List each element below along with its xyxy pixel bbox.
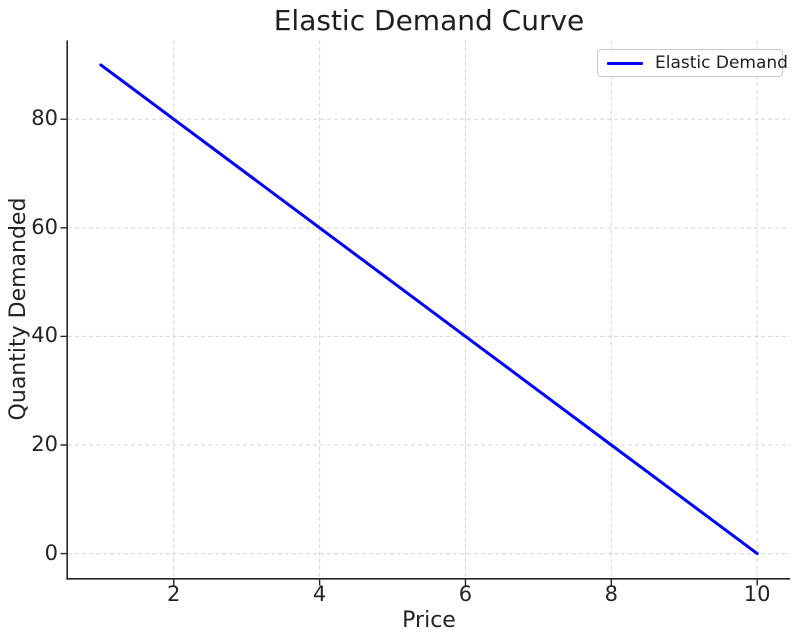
legend-line-swatch: [607, 61, 643, 65]
x-axis-label: Price: [402, 608, 456, 633]
legend: Elastic Demand: [597, 49, 788, 77]
tick-marks: [60, 118, 758, 586]
y-tick-label: 80: [31, 106, 58, 131]
axes-spines: [66, 40, 790, 580]
y-tick-label: 40: [31, 323, 58, 348]
x-tick-label: 2: [167, 582, 181, 606]
gridlines: [68, 40, 790, 578]
x-tick-label: 8: [604, 582, 618, 606]
x-tick-label: 10: [743, 582, 771, 606]
demand-curve-line: [99, 63, 759, 556]
x-tick-label: 6: [458, 582, 473, 606]
legend-label: Elastic Demand: [655, 53, 788, 73]
y-tick-label: 0: [44, 540, 58, 565]
y-tick-label: 60: [31, 214, 58, 239]
y-tick-label: 20: [31, 431, 58, 456]
chart-title: Elastic Demand Curve: [273, 4, 585, 37]
x-tick-label: 4: [312, 582, 327, 606]
